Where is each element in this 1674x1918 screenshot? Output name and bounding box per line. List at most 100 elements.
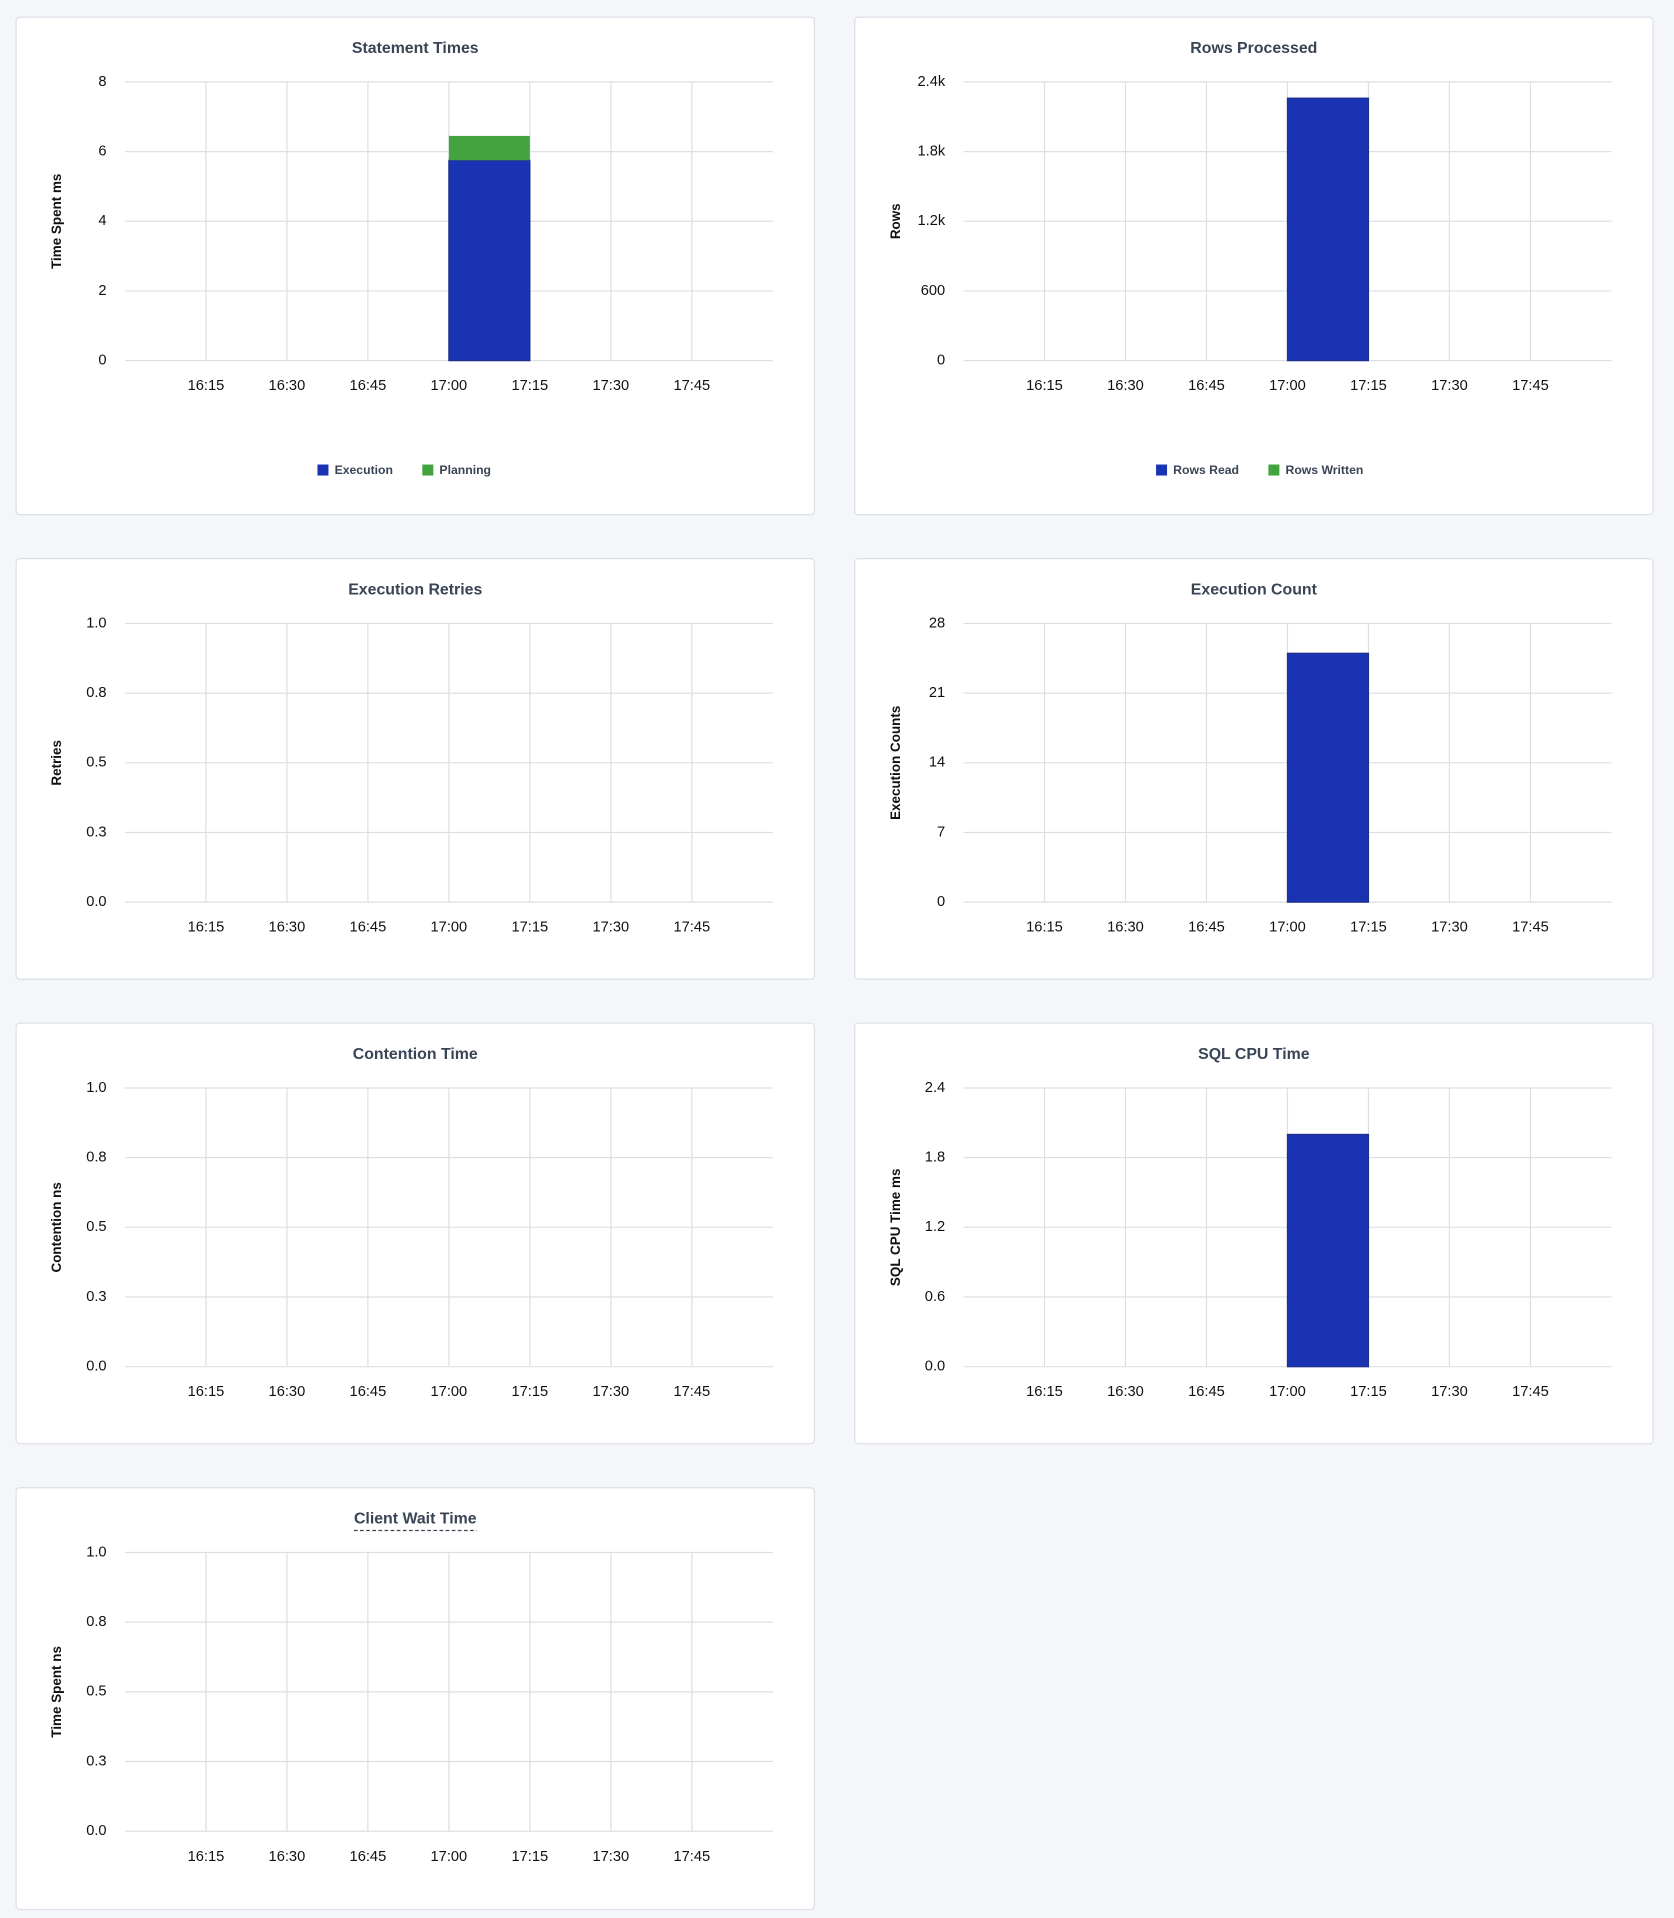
chart-card <box>15 1022 815 1445</box>
x-tick-label: 16:30 <box>1107 920 1144 936</box>
x-tick-label: 16:15 <box>188 920 225 936</box>
y-axis-label: SQL CPU Time ms <box>888 1169 903 1286</box>
legend-swatch <box>422 464 434 476</box>
y-tick-label: 2.4 <box>925 1080 945 1096</box>
chart-card <box>15 558 815 980</box>
bar <box>448 159 531 362</box>
x-tick-label: 16:30 <box>269 920 306 936</box>
y-tick-label: 1.0 <box>86 1544 106 1560</box>
x-tick-label: 17:45 <box>673 1384 710 1400</box>
y-tick-label: 0.0 <box>86 1359 106 1375</box>
bar <box>448 135 530 161</box>
y-tick-label: 21 <box>929 685 945 701</box>
x-tick-label: 17:15 <box>512 1384 549 1400</box>
x-tick-label: 16:45 <box>350 378 387 394</box>
chart-card <box>854 1022 1654 1445</box>
x-tick-label: 17:15 <box>512 1849 549 1865</box>
x-tick-label: 17:45 <box>673 920 710 936</box>
chart-title: Statement Times <box>352 40 479 57</box>
x-tick-label: 17:15 <box>1350 1384 1387 1400</box>
bar <box>1286 1133 1370 1368</box>
y-tick-label: 0.5 <box>86 1219 106 1235</box>
y-axis-label: Time Spent ms <box>49 174 64 269</box>
x-tick-label: 17:00 <box>431 1849 468 1865</box>
y-tick-label: 0.6 <box>925 1289 945 1305</box>
y-tick-label: 0.8 <box>86 1614 106 1630</box>
bar <box>1286 652 1370 903</box>
x-tick-label: 16:30 <box>269 378 306 394</box>
chart-title: Rows Processed <box>1190 40 1317 57</box>
y-tick-label: 1.0 <box>86 615 106 631</box>
x-tick-label: 17:30 <box>1431 1384 1468 1400</box>
x-tick-label: 17:00 <box>431 920 468 936</box>
x-tick-label: 16:15 <box>188 378 225 394</box>
chart-title: SQL CPU Time <box>1198 1046 1310 1063</box>
legend-swatch <box>1268 464 1280 476</box>
y-tick-label: 4 <box>98 213 106 229</box>
x-tick-label: 17:00 <box>431 378 468 394</box>
y-tick-label: 0 <box>98 352 106 368</box>
y-axis-label: Execution Counts <box>888 706 903 820</box>
y-tick-label: 0.5 <box>86 1684 106 1700</box>
x-tick-label: 17:30 <box>593 1384 630 1400</box>
x-tick-label: 17:45 <box>673 378 710 394</box>
x-tick-label: 17:15 <box>1350 920 1387 936</box>
x-tick-label: 16:30 <box>1107 378 1144 394</box>
x-tick-label: 16:15 <box>188 1849 225 1865</box>
legend-label: Rows Written <box>1285 463 1363 477</box>
x-tick-label: 16:45 <box>350 1849 387 1865</box>
chart-card <box>854 16 1654 516</box>
x-tick-label: 16:30 <box>269 1849 306 1865</box>
x-tick-label: 17:15 <box>512 378 549 394</box>
y-tick-label: 0.5 <box>86 755 106 771</box>
legend-label: Rows Read <box>1173 463 1239 477</box>
x-tick-label: 17:30 <box>593 920 630 936</box>
x-tick-label: 17:45 <box>1512 378 1549 394</box>
x-tick-label: 17:30 <box>1431 920 1468 936</box>
x-tick-label: 16:45 <box>350 1384 387 1400</box>
chart-title: Contention Time <box>353 1046 478 1063</box>
x-tick-label: 16:45 <box>1188 920 1225 936</box>
x-tick-label: 17:00 <box>431 1384 468 1400</box>
x-tick-label: 17:30 <box>593 1849 630 1865</box>
y-tick-label: 1.0 <box>86 1080 106 1096</box>
chart-title: Client Wait Time <box>354 1511 477 1528</box>
x-tick-label: 16:15 <box>1026 378 1063 394</box>
y-tick-label: 0.8 <box>86 1150 106 1166</box>
x-tick-label: 16:30 <box>1107 1384 1144 1400</box>
x-tick-label: 17:00 <box>1269 920 1306 936</box>
y-axis-label: Contention ns <box>49 1182 64 1272</box>
legend-swatch <box>1156 464 1168 476</box>
y-axis-label: Time Spent ns <box>49 1646 64 1738</box>
y-tick-label: 0.0 <box>86 894 106 910</box>
y-tick-label: 28 <box>929 615 945 631</box>
chart-card <box>854 558 1654 980</box>
y-tick-label: 0.3 <box>86 1753 106 1769</box>
chart-title: Execution Retries <box>348 582 482 599</box>
chart-title: Execution Count <box>1191 582 1318 599</box>
x-tick-label: 17:15 <box>512 920 549 936</box>
x-tick-label: 16:15 <box>188 1384 225 1400</box>
y-axis-label: Retries <box>49 740 64 786</box>
y-axis-label: Rows <box>888 203 903 239</box>
y-tick-label: 7 <box>937 824 945 840</box>
x-tick-label: 17:30 <box>1431 378 1468 394</box>
y-tick-label: 600 <box>921 283 945 299</box>
y-tick-label: 8 <box>98 74 106 90</box>
x-tick-label: 17:00 <box>1269 378 1306 394</box>
y-tick-label: 0.3 <box>86 824 106 840</box>
y-tick-label: 1.2 <box>925 1219 945 1235</box>
y-tick-label: 0.8 <box>86 685 106 701</box>
legend-label: Execution <box>335 463 393 477</box>
x-tick-label: 17:30 <box>593 378 630 394</box>
y-tick-label: 1.8k <box>917 143 945 159</box>
y-tick-label: 1.8 <box>925 1150 945 1166</box>
x-tick-label: 16:15 <box>1026 920 1063 936</box>
x-tick-label: 17:45 <box>673 1849 710 1865</box>
bar <box>1286 97 1370 362</box>
y-tick-label: 0.3 <box>86 1289 106 1305</box>
x-tick-label: 16:45 <box>1188 1384 1225 1400</box>
x-tick-label: 17:45 <box>1512 920 1549 936</box>
x-tick-label: 17:00 <box>1269 1384 1306 1400</box>
